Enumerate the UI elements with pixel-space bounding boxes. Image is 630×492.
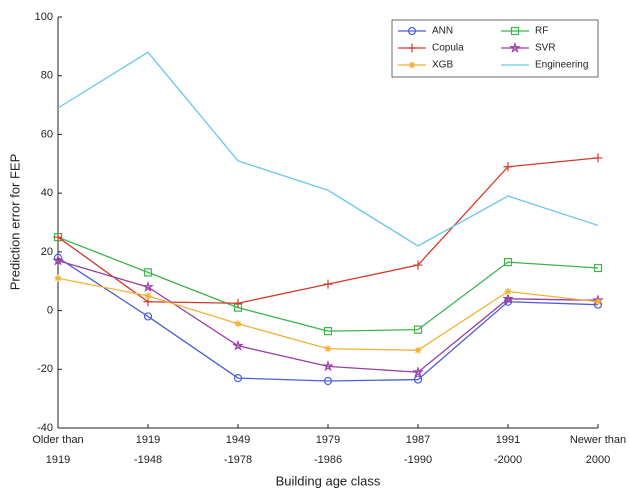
series-line (57, 236, 599, 332)
marker (504, 287, 512, 295)
marker (413, 325, 423, 334)
x-tick-label: -1978 (224, 454, 252, 466)
marker (324, 345, 332, 353)
marker (323, 327, 333, 336)
marker (413, 375, 423, 384)
x-tick-label: 1979 (316, 434, 340, 446)
series-line (57, 277, 599, 351)
y-axis-title: Prediction error for FEP (7, 154, 22, 291)
legend-label: ANN (432, 26, 453, 37)
marker (234, 320, 242, 328)
x-tick-label: 1991 (496, 434, 520, 446)
marker (52, 254, 64, 266)
y-tick-label: 80 (41, 70, 53, 82)
x-tick-label: 1949 (226, 434, 250, 446)
marker (594, 298, 602, 306)
x-tick-label: -2000 (494, 454, 522, 466)
marker (593, 153, 603, 163)
marker (144, 292, 152, 300)
x-tick-label: -1986 (314, 454, 342, 466)
marker (142, 280, 154, 293)
x-axis-title: Building age class (276, 473, 381, 488)
x-tick-label: Older than (32, 434, 83, 446)
legend-label: SVR (535, 43, 556, 54)
y-tick-label: 20 (41, 246, 53, 258)
marker (510, 26, 520, 36)
series-line (57, 257, 599, 382)
y-tick-label: 0 (47, 304, 53, 316)
legend-label: Copula (432, 43, 464, 54)
marker (233, 373, 243, 383)
y-tick-label: 60 (41, 128, 53, 140)
y-tick-label: 100 (35, 11, 53, 23)
series-line (57, 260, 599, 373)
marker (414, 346, 422, 354)
marker (412, 366, 424, 378)
marker (407, 26, 417, 36)
marker (323, 279, 333, 289)
marker (143, 268, 153, 277)
legend-label: RF (535, 26, 548, 37)
marker (503, 162, 513, 172)
marker (143, 312, 153, 321)
marker (233, 298, 243, 308)
x-tick-label: 1919 (46, 454, 70, 466)
x-tick-label: 2000 (586, 454, 610, 466)
series-line (57, 51, 599, 247)
marker (407, 43, 417, 53)
marker (322, 360, 334, 372)
y-tick-label: 40 (41, 187, 53, 199)
legend-label: XGB (432, 60, 453, 71)
marker (502, 292, 514, 304)
legend-box (391, 19, 599, 78)
marker (503, 258, 513, 267)
x-tick-label: -1990 (404, 454, 432, 466)
x-tick-label: 1987 (406, 434, 430, 446)
marker (593, 263, 603, 273)
marker (408, 61, 416, 69)
y-tick-label: -40 (37, 422, 53, 434)
y-tick-label: -20 (37, 363, 53, 375)
x-tick-label: 1919 (136, 434, 160, 446)
marker (232, 339, 244, 351)
marker (413, 260, 423, 270)
x-tick-label: Newer than (570, 434, 626, 446)
x-tick-label: -1948 (134, 454, 162, 466)
marker (509, 41, 521, 54)
marker (323, 376, 333, 386)
legend-label: Engineering (535, 60, 588, 71)
marker (54, 274, 62, 282)
marker (53, 232, 63, 242)
